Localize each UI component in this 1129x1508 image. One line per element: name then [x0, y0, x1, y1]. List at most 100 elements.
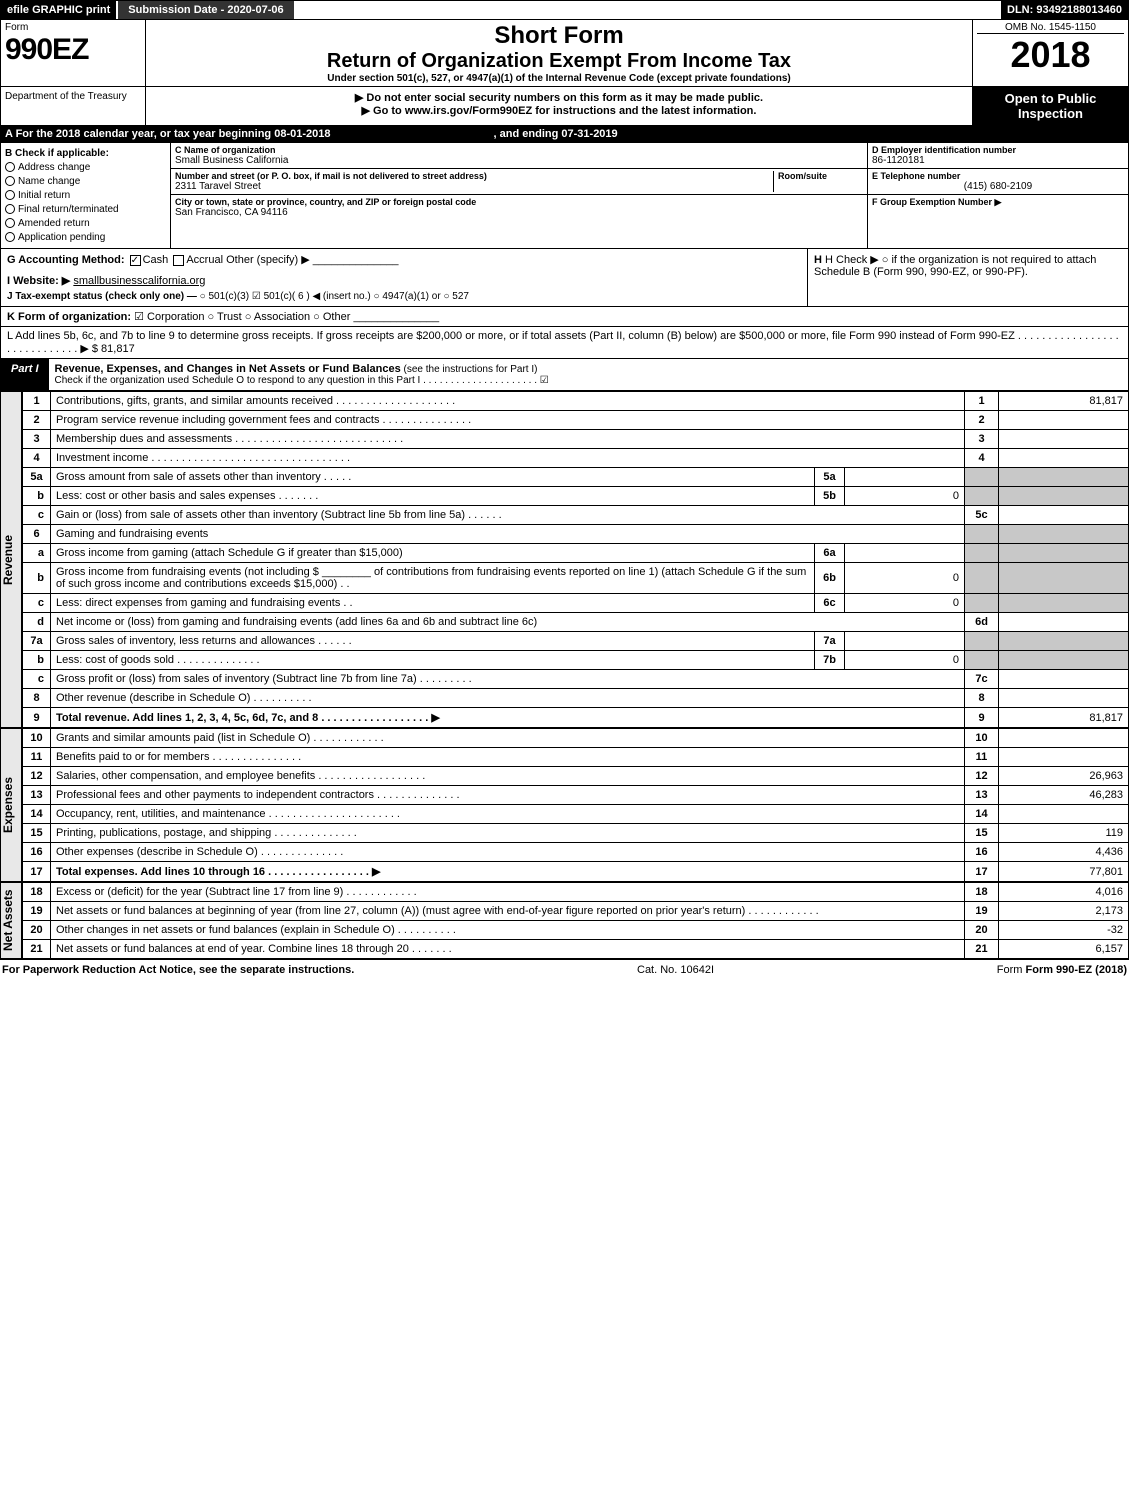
- chk-initial[interactable]: Initial return: [5, 190, 166, 201]
- footer: For Paperwork Reduction Act Notice, see …: [0, 959, 1129, 980]
- chk-address[interactable]: Address change: [5, 162, 166, 173]
- dln: DLN: 93492188013460: [1001, 1, 1128, 19]
- netassets-sidebar: Net Assets: [0, 882, 22, 959]
- revenue-table: 1Contributions, gifts, grants, and simil…: [22, 391, 1129, 728]
- short-form: Short Form: [150, 22, 968, 50]
- k-opts: ☑ Corporation ○ Trust ○ Association ○ Ot…: [134, 311, 350, 323]
- row-18: 18Excess or (deficit) for the year (Subt…: [23, 883, 1129, 902]
- line-a: A For the 2018 calendar year, or tax yea…: [0, 126, 1129, 143]
- org-city-row: City or town, state or province, country…: [171, 195, 867, 220]
- g-label: G Accounting Method:: [7, 254, 125, 266]
- line-a-text: A For the 2018 calendar year, or tax yea…: [5, 128, 274, 140]
- checkbox-icon[interactable]: [130, 255, 141, 266]
- circle-icon: [5, 232, 15, 242]
- row-2: 2Program service revenue including gover…: [23, 411, 1129, 430]
- e-label: E Telephone number: [872, 171, 1124, 181]
- line-j: J Tax-exempt status (check only one) — ○…: [7, 291, 801, 302]
- row-10: 10Grants and similar amounts paid (list …: [23, 729, 1129, 748]
- circle-icon: [5, 204, 15, 214]
- circle-icon: [5, 176, 15, 186]
- g-accrual: Accrual: [186, 254, 223, 266]
- efile-tag[interactable]: efile GRAPHIC print: [1, 1, 116, 19]
- right-def: D Employer identification number 86-1120…: [868, 143, 1128, 248]
- form-number: 990EZ: [5, 33, 141, 67]
- form-header: Form 990EZ Short Form Return of Organiza…: [0, 20, 1129, 87]
- j-label: J Tax-exempt status (check only one) —: [7, 291, 197, 302]
- subdate-label: Submission Date -: [128, 4, 227, 16]
- line-k: K Form of organization: ☑ Corporation ○ …: [0, 307, 1129, 327]
- row-20: 20Other changes in net assets or fund ba…: [23, 921, 1129, 940]
- section-gh: G Accounting Method: Cash Accrual Other …: [0, 249, 1129, 307]
- chk-final[interactable]: Final return/terminated: [5, 204, 166, 215]
- org-c: C Name of organization Small Business Ca…: [171, 143, 868, 248]
- part1-tag: Part I: [1, 359, 49, 390]
- department: Department of the Treasury: [1, 87, 146, 125]
- row-6c: cLess: direct expenses from gaming and f…: [23, 594, 1129, 613]
- ein: 86-1120181: [872, 155, 1124, 166]
- org-addr-row: Number and street (or P. O. box, if mail…: [171, 169, 867, 195]
- form-word: Form: [5, 22, 141, 33]
- k-label: K Form of organization:: [7, 311, 131, 323]
- subdate-value: 2020-07-06: [227, 4, 283, 16]
- row-5a: 5aGross amount from sale of assets other…: [23, 468, 1129, 487]
- donot-ssn: ▶ Do not enter social security numbers o…: [150, 91, 968, 104]
- row-7b: bLess: cost of goods sold . . . . . . . …: [23, 651, 1129, 670]
- row-7c: cGross profit or (loss) from sales of in…: [23, 670, 1129, 689]
- circle-icon: [5, 218, 15, 228]
- tax-end: 07-31-2019: [561, 128, 617, 140]
- topbar-spacer: [294, 1, 1001, 19]
- omb-no: OMB No. 1545-1150: [977, 22, 1124, 34]
- row-9: 9Total revenue. Add lines 1, 2, 3, 4, 5c…: [23, 708, 1129, 728]
- line-h: H H Check ▶ ○ if the organization is not…: [808, 249, 1128, 306]
- row-13: 13Professional fees and other payments t…: [23, 786, 1129, 805]
- chk-name[interactable]: Name change: [5, 176, 166, 187]
- row-3: 3Membership dues and assessments . . . .…: [23, 430, 1129, 449]
- group-row: F Group Exemption Number ▶: [868, 195, 1128, 210]
- row-6a: aGross income from gaming (attach Schedu…: [23, 544, 1129, 563]
- g-cash: Cash: [143, 254, 169, 266]
- c-label: C Name of organization: [175, 145, 863, 155]
- row-4: 4Investment income . . . . . . . . . . .…: [23, 449, 1129, 468]
- room-label: Room/suite: [778, 171, 863, 181]
- expenses-sidebar: Expenses: [0, 728, 22, 882]
- website[interactable]: smallbusinesscalifornia.org: [73, 275, 205, 287]
- l-amount: 81,817: [101, 343, 135, 355]
- line-i: I Website: ▶ smallbusinesscalifornia.org: [7, 274, 801, 287]
- b-label: B Check if applicable:: [5, 148, 166, 159]
- org-name-row: C Name of organization Small Business Ca…: [171, 143, 867, 169]
- row-5b: bLess: cost or other basis and sales exp…: [23, 487, 1129, 506]
- addr-label: Number and street (or P. O. box, if mail…: [175, 171, 773, 181]
- chk-pending[interactable]: Application pending: [5, 232, 166, 243]
- checkbox-icon[interactable]: [173, 255, 184, 266]
- row-14: 14Occupancy, rent, utilities, and mainte…: [23, 805, 1129, 824]
- check-b: B Check if applicable: Address change Na…: [1, 143, 171, 248]
- row-16: 16Other expenses (describe in Schedule O…: [23, 843, 1129, 862]
- part1-check: Check if the organization used Schedule …: [55, 375, 1122, 386]
- part1-sub: (see the instructions for Part I): [401, 364, 538, 375]
- phone-row: E Telephone number (415) 680-2109: [868, 169, 1128, 195]
- header-row2: Department of the Treasury ▶ Do not ente…: [0, 87, 1129, 126]
- line-l: L Add lines 5b, 6c, and 7b to line 9 to …: [0, 327, 1129, 359]
- h-text: H Check ▶ ○ if the organization is not r…: [814, 254, 1096, 278]
- circle-icon: [5, 190, 15, 200]
- part1-title: Revenue, Expenses, and Changes in Net As…: [49, 359, 1128, 390]
- row-15: 15Printing, publications, postage, and s…: [23, 824, 1129, 843]
- tax-begin: 08-01-2018: [274, 128, 330, 140]
- row-12: 12Salaries, other compensation, and empl…: [23, 767, 1129, 786]
- section-bcdef: B Check if applicable: Address change Na…: [0, 143, 1129, 249]
- tax-year: 2018: [977, 34, 1124, 76]
- row-11: 11Benefits paid to or for members . . . …: [23, 748, 1129, 767]
- dln-value: 93492188013460: [1036, 4, 1122, 16]
- revenue-section: Revenue 1Contributions, gifts, grants, a…: [0, 391, 1129, 728]
- row-6: 6Gaming and fundraising events: [23, 525, 1129, 544]
- row-1: 1Contributions, gifts, grants, and simil…: [23, 392, 1129, 411]
- revenue-sidebar: Revenue: [0, 391, 22, 728]
- city-label: City or town, state or province, country…: [175, 197, 863, 207]
- open-to-public: Open to Public Inspection: [973, 87, 1128, 125]
- form-left: Form 990EZ: [1, 20, 146, 86]
- goto-link[interactable]: ▶ Go to www.irs.gov/Form990EZ for instru…: [150, 104, 968, 117]
- chk-amended[interactable]: Amended return: [5, 218, 166, 229]
- org-addr: 2311 Taravel Street: [175, 181, 773, 192]
- row-8: 8Other revenue (describe in Schedule O) …: [23, 689, 1129, 708]
- topbar: efile GRAPHIC print Submission Date - 20…: [0, 0, 1129, 20]
